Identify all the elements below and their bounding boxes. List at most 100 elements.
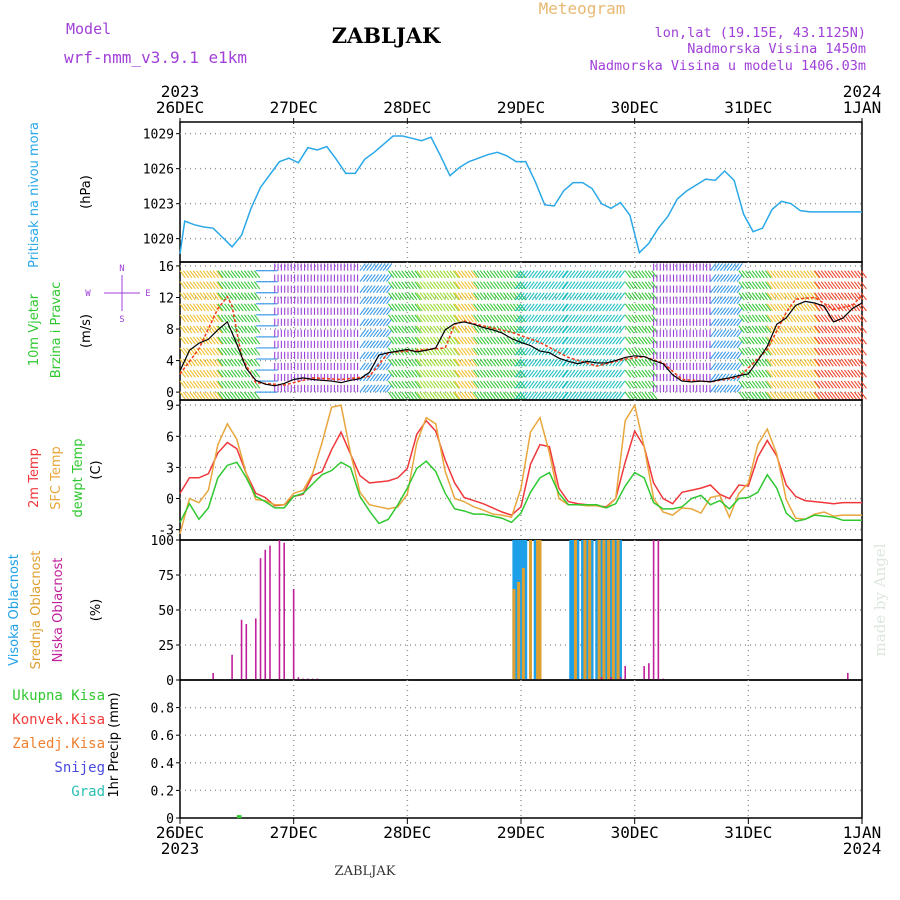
wind-barb (579, 281, 586, 290)
wind-barb (212, 380, 219, 389)
wind-barb (359, 263, 366, 272)
wind-barb (366, 307, 373, 316)
wind-barb (515, 347, 522, 356)
wind-barb (806, 358, 813, 367)
wind-barb (803, 281, 810, 290)
wind-barb (565, 325, 573, 334)
wind-barb (561, 314, 568, 323)
wind-barb (738, 314, 745, 323)
wind-barb (493, 369, 500, 378)
wind-barb (515, 369, 522, 378)
wind-barb (544, 292, 552, 301)
wind-barb (544, 380, 552, 389)
wind-barb (528, 347, 535, 356)
wind-barb (853, 336, 861, 345)
wind-barb (844, 369, 851, 378)
wind-barb (362, 307, 370, 316)
wind-barb (713, 307, 720, 316)
wind-barb (844, 325, 851, 334)
wind-barb (738, 292, 745, 301)
wind-barb (592, 270, 599, 279)
wind-barb (631, 391, 638, 400)
wind-barb (391, 270, 398, 279)
wind-barb (820, 270, 828, 279)
wind-barb (196, 270, 203, 279)
wind-barb (362, 296, 370, 305)
wind-barb (638, 303, 645, 312)
wind-barb (745, 303, 752, 312)
wind-barb (618, 303, 626, 312)
wind-barb (503, 380, 510, 389)
wind-barb (525, 369, 532, 378)
wind-barb (397, 303, 405, 312)
wind-barb (592, 336, 599, 345)
wind-barb (783, 270, 790, 279)
wind-barb (641, 369, 648, 378)
y-tick-label: 0.8 (151, 702, 174, 717)
top-day-label: 30DEC (611, 98, 659, 117)
wind-barb (751, 314, 758, 323)
wind-barb (770, 336, 777, 345)
wind-barb (602, 336, 609, 345)
wind-barb (467, 325, 474, 334)
cloud-bar (585, 540, 589, 680)
wind-barb (379, 296, 386, 305)
wind-barb (516, 292, 523, 301)
wind-barb (486, 292, 493, 301)
wind-barb (827, 325, 834, 334)
wind-barb (369, 373, 376, 382)
wind-barb (541, 325, 548, 334)
wind-barb (844, 303, 851, 312)
wind-barb (602, 292, 609, 301)
wind-barb (853, 292, 861, 301)
wind-barb (382, 329, 390, 338)
bottom-day-label: 26DEC (156, 823, 204, 842)
wind-barb (220, 292, 228, 301)
wind-barb (641, 281, 648, 290)
cloud-bar (619, 677, 622, 680)
wind-barb (595, 292, 602, 301)
wind-barb (736, 263, 743, 272)
wind-barb (243, 314, 251, 323)
wind-barb (460, 347, 468, 356)
wind-barb (786, 336, 794, 345)
wind-barb (209, 347, 216, 356)
wind-barb (736, 274, 743, 283)
wind-barb (631, 358, 638, 367)
wind-barb (216, 391, 223, 400)
wind-barb (569, 292, 576, 301)
wind-barb (612, 281, 619, 290)
wind-barb (525, 391, 532, 400)
wind-barb (476, 270, 483, 279)
cloud-bar (607, 540, 611, 680)
wind-barb (558, 369, 565, 378)
wind-barb (820, 325, 828, 334)
wind-barb (741, 270, 749, 279)
bottom-day-label: 29DEC (497, 823, 545, 842)
wind-barb (786, 325, 794, 334)
precip-legend-item: Snijeg (54, 760, 105, 776)
wind-barb (628, 325, 635, 334)
wind-barb (790, 336, 797, 345)
wind-barb (372, 329, 380, 338)
wind-barb (464, 325, 471, 334)
precip-legend-item: Konvek.Kisa (12, 712, 105, 728)
wind-barb (372, 263, 380, 272)
wind-barb (608, 369, 616, 378)
wind-barb (376, 384, 383, 393)
wind-barb (216, 281, 223, 290)
wind-barb (452, 358, 460, 367)
wind-barb (565, 292, 573, 301)
wind-barb (192, 281, 200, 290)
wind-barb (618, 380, 626, 389)
wind-barb (713, 274, 720, 283)
wind-barb (179, 303, 186, 312)
wind-barb (234, 336, 241, 345)
wind-barb (247, 347, 254, 356)
wind-barb (634, 314, 641, 323)
wind-barb (506, 380, 513, 389)
wind-barb (748, 358, 755, 367)
wind-barb (761, 347, 768, 356)
wind-barb (647, 325, 655, 334)
wind-barb (651, 369, 658, 378)
